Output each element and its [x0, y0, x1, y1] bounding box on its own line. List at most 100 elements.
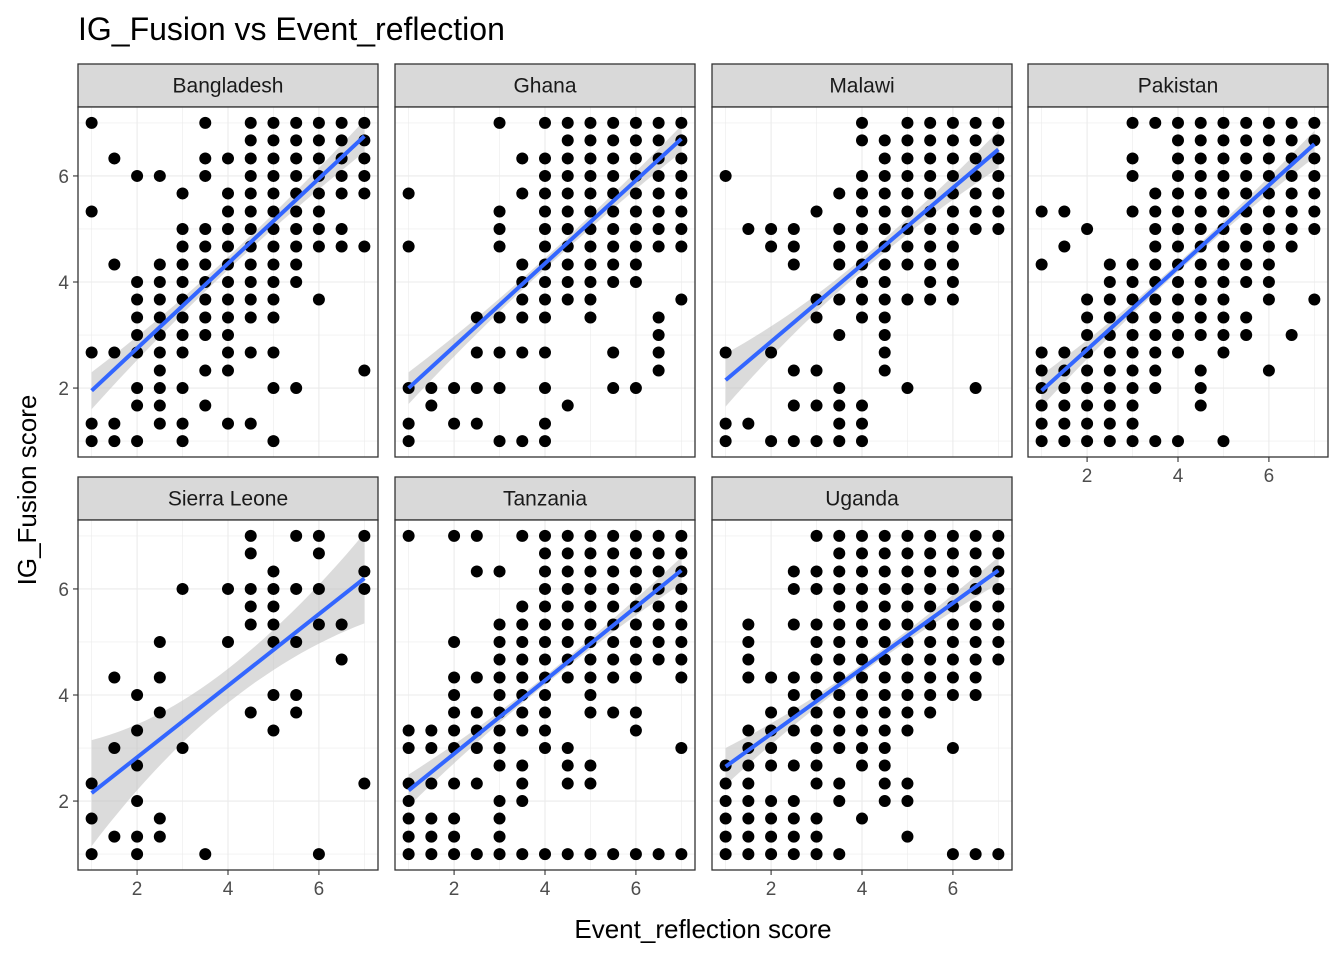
- data-point: [946, 276, 959, 288]
- data-point: [856, 618, 868, 631]
- data-point: [1172, 169, 1184, 182]
- data-point: [312, 134, 325, 147]
- data-point: [1126, 382, 1139, 395]
- data-point: [153, 812, 166, 825]
- data-point: [742, 724, 755, 737]
- strip-ghana: [394, 63, 696, 108]
- data-point: [1103, 276, 1116, 288]
- data-point: [131, 724, 144, 737]
- data-point: [946, 152, 959, 165]
- data-point: [878, 742, 891, 755]
- data-point: [539, 435, 551, 448]
- data-point: [516, 600, 529, 613]
- data-point: [1262, 205, 1275, 218]
- data-point: [199, 169, 212, 182]
- data-point: [1262, 222, 1275, 235]
- data-point: [901, 187, 914, 200]
- data-point: [199, 848, 212, 861]
- data-point: [992, 653, 1005, 666]
- data-point: [810, 582, 823, 595]
- data-point: [131, 435, 144, 448]
- data-point: [833, 653, 846, 666]
- data-point: [267, 582, 280, 595]
- data-point: [901, 293, 914, 306]
- data-point: [199, 240, 212, 253]
- data-point: [719, 417, 732, 430]
- data-point: [652, 205, 665, 218]
- data-point: [992, 582, 1005, 595]
- data-point: [402, 830, 415, 843]
- data-point: [539, 205, 551, 218]
- data-point: [810, 777, 823, 790]
- data-point: [244, 582, 257, 595]
- data-point: [1081, 311, 1094, 324]
- data-point: [1149, 240, 1162, 253]
- data-point: [1285, 240, 1298, 253]
- data-point: [448, 671, 461, 684]
- data-point: [85, 777, 98, 790]
- data-point: [358, 187, 371, 200]
- data-point: [856, 529, 868, 542]
- data-point: [448, 706, 461, 719]
- data-point: [742, 759, 755, 772]
- data-point: [1126, 311, 1139, 324]
- data-point: [924, 706, 937, 719]
- data-point: [833, 724, 846, 737]
- data-point: [1035, 417, 1048, 430]
- data-point: [516, 671, 529, 684]
- data-point: [901, 382, 914, 395]
- data-point: [878, 689, 891, 701]
- data-point: [969, 671, 982, 684]
- x-tick-label: 6: [1264, 466, 1275, 487]
- data-point: [539, 565, 551, 578]
- data-point: [652, 565, 665, 578]
- data-point: [629, 134, 642, 147]
- data-point: [1058, 417, 1071, 430]
- data-point: [652, 346, 665, 359]
- data-point: [1194, 169, 1207, 182]
- data-point: [493, 240, 506, 253]
- data-point: [539, 547, 551, 560]
- data-point: [924, 152, 937, 165]
- data-point: [561, 152, 574, 165]
- data-point: [901, 653, 914, 666]
- data-point: [878, 222, 891, 235]
- data-point: [924, 653, 937, 666]
- data-point: [787, 848, 800, 861]
- data-point: [856, 205, 868, 218]
- data-point: [856, 435, 868, 448]
- data-point: [1172, 329, 1184, 342]
- data-point: [856, 222, 868, 235]
- data-point: [652, 329, 665, 342]
- data-point: [176, 435, 189, 448]
- data-point: [108, 742, 121, 755]
- data-point: [629, 547, 642, 560]
- data-point: [675, 187, 688, 200]
- data-point: [244, 547, 257, 560]
- data-point: [833, 435, 846, 448]
- data-point: [222, 635, 234, 648]
- data-point: [584, 565, 597, 578]
- data-point: [1149, 364, 1162, 377]
- data-point: [787, 399, 800, 412]
- data-point: [946, 529, 959, 542]
- data-point: [992, 529, 1005, 542]
- data-point: [312, 152, 325, 165]
- data-point: [561, 293, 574, 306]
- data-point: [924, 169, 937, 182]
- data-point: [833, 618, 846, 631]
- x-tick-label: 2: [132, 879, 143, 900]
- data-point: [358, 529, 371, 542]
- data-point: [833, 848, 846, 861]
- data-point: [244, 222, 257, 235]
- data-point: [946, 848, 959, 861]
- data-point: [1172, 346, 1184, 359]
- data-point: [493, 205, 506, 218]
- data-point: [856, 276, 868, 288]
- data-point: [787, 671, 800, 684]
- data-point: [402, 187, 415, 200]
- data-point: [290, 706, 303, 719]
- data-point: [267, 346, 280, 359]
- data-point: [267, 435, 280, 448]
